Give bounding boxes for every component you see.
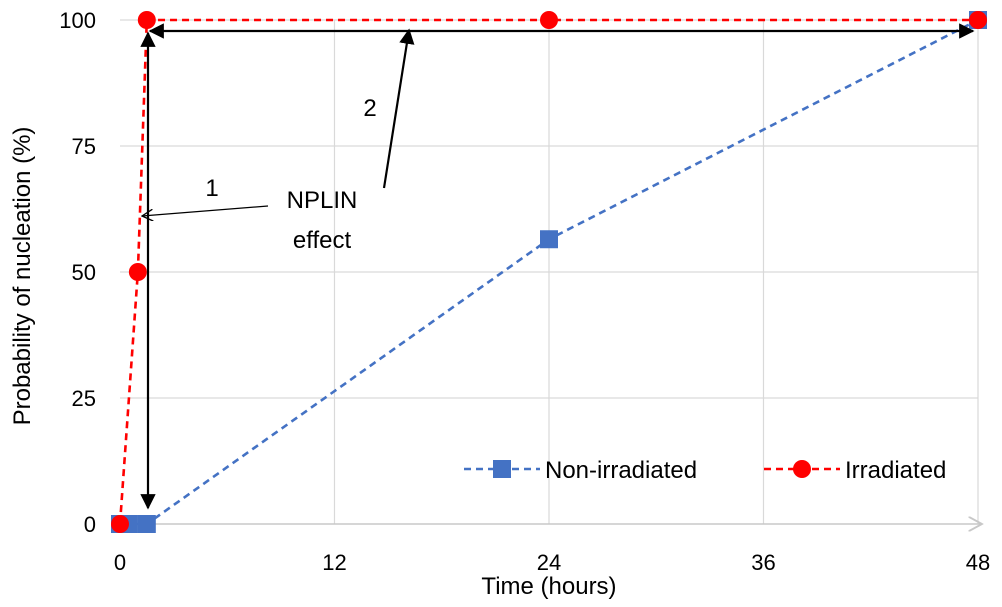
point-non-irradiated-3 [540,230,558,249]
annotation-label-1: 1 [205,175,218,202]
legend-label-irradiated: Irradiated [845,457,946,484]
point-irradiated-1 [128,263,147,281]
point-non-irradiated-2 [137,515,156,533]
legend-item-irradiated: Irradiated [764,457,946,484]
y-tick-50: 50 [72,260,96,285]
point-irradiated-0 [111,515,129,533]
point-irradiated-3 [540,11,558,29]
y-tick-0: 0 [84,512,96,537]
pointer-arrow-2 [382,28,415,189]
x-tick-12: 12 [322,550,346,575]
x-tick-36: 36 [751,550,775,575]
pointer-arrow-1 [142,205,269,216]
legend-label-non-irradiated: Non-irradiated [545,457,697,484]
nplin-effect-line1: NPLIN [287,187,358,214]
legend-marker-irradiated [793,460,811,478]
point-irradiated-2 [137,11,156,29]
y-tick-25: 25 [72,386,96,411]
annotation-layer: 1 2 NPLIN effect [140,23,975,510]
legend: Non-irradiated Irradiated [464,457,946,484]
y-tick-100: 100 [59,8,96,33]
gridlines [120,19,979,524]
point-irradiated-4 [969,11,987,29]
nplin-effect-line2: effect [293,227,352,254]
y-tick-labels: 0 25 50 75 100 [59,8,96,537]
x-axis-label: Time (hours) [481,573,616,600]
x-tick-0: 0 [114,550,126,575]
x-tick-labels: 0 12 24 36 48 [114,550,990,575]
series-irradiated [111,11,987,533]
annotation-label-2: 2 [363,95,376,122]
legend-marker-non-irradiated [493,460,511,478]
y-tick-75: 75 [72,134,96,159]
y-axis-label: Probability of nucleation (%) [9,127,36,426]
x-tick-48: 48 [966,550,990,575]
x-tick-24: 24 [537,550,561,575]
series-layer [111,11,987,533]
legend-item-non-irradiated: Non-irradiated [464,457,697,484]
